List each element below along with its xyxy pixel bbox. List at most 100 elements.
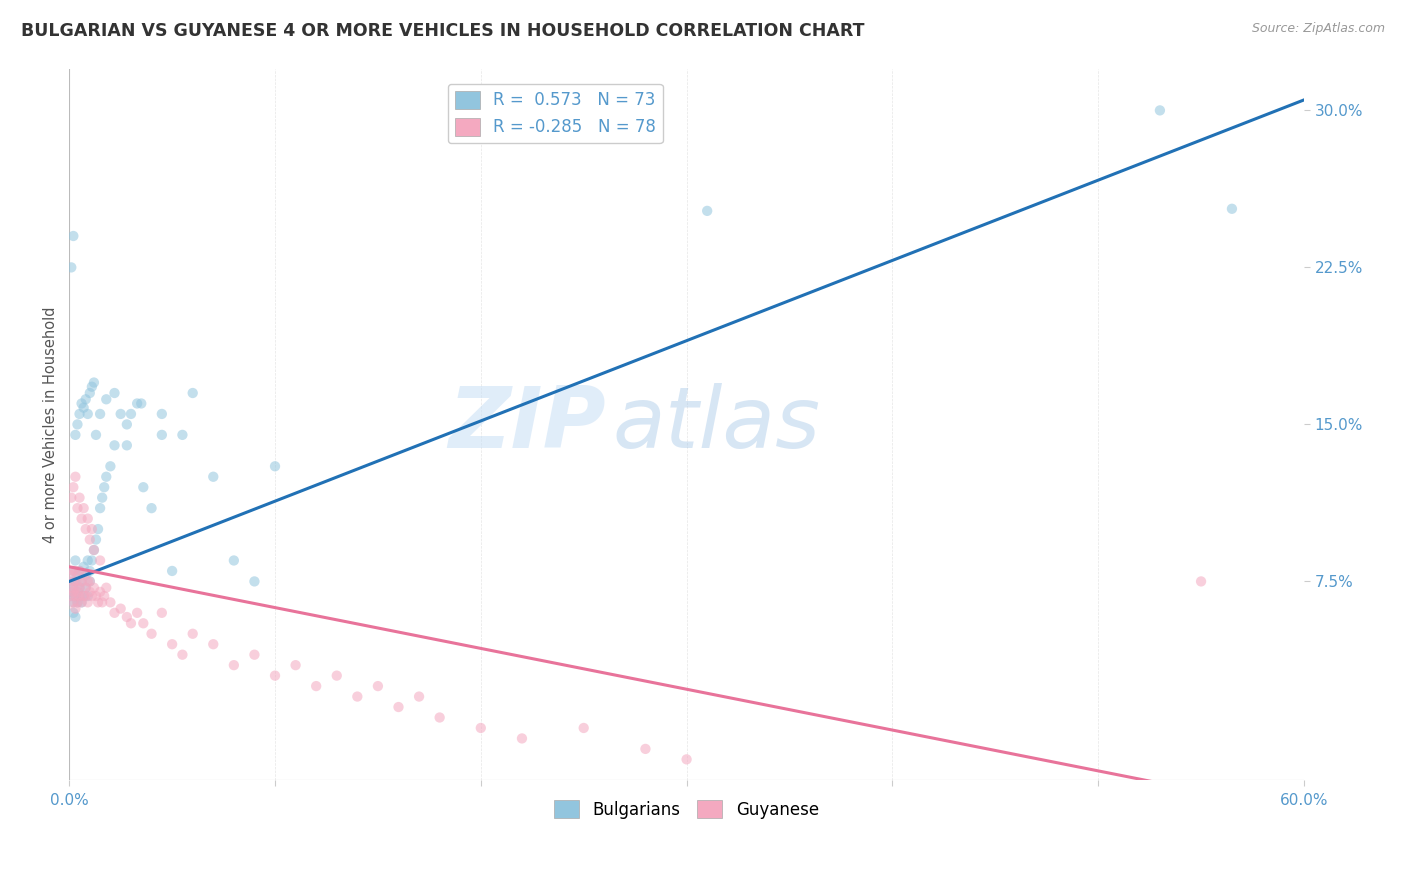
Point	[83, 543, 105, 558]
Point	[100, 459, 122, 474]
Point	[66, 417, 89, 432]
Point	[79, 564, 101, 578]
Point	[65, 589, 87, 603]
Point	[65, 601, 87, 615]
Point	[1149, 103, 1171, 118]
Text: ZIP: ZIP	[449, 383, 606, 466]
Point	[1220, 202, 1243, 216]
Point	[346, 690, 368, 704]
Point	[60, 574, 83, 589]
Point	[91, 491, 114, 505]
Point	[1189, 574, 1212, 589]
Point	[62, 574, 84, 589]
Point	[60, 260, 83, 275]
Point	[69, 581, 91, 595]
Point	[150, 606, 173, 620]
Point	[60, 568, 83, 582]
Point	[93, 589, 115, 603]
Point	[72, 401, 94, 415]
Point	[70, 574, 93, 589]
Point	[84, 533, 107, 547]
Point	[70, 396, 93, 410]
Point	[83, 543, 105, 558]
Point	[429, 710, 451, 724]
Point	[69, 589, 91, 603]
Point	[696, 203, 718, 218]
Point	[79, 574, 101, 589]
Point	[150, 407, 173, 421]
Point	[222, 658, 245, 673]
Point	[70, 595, 93, 609]
Point	[87, 595, 110, 609]
Point	[110, 407, 132, 421]
Point	[470, 721, 492, 735]
Point	[115, 610, 138, 624]
Point	[69, 581, 91, 595]
Point	[66, 585, 89, 599]
Point	[181, 626, 204, 640]
Point	[150, 428, 173, 442]
Point	[75, 581, 97, 595]
Point	[80, 589, 103, 603]
Point	[75, 392, 97, 407]
Point	[66, 595, 89, 609]
Point	[79, 574, 101, 589]
Point	[408, 690, 430, 704]
Point	[103, 386, 125, 401]
Point	[75, 568, 97, 582]
Point	[69, 491, 91, 505]
Point	[127, 396, 149, 410]
Point	[120, 616, 142, 631]
Point	[243, 574, 266, 589]
Point	[65, 564, 87, 578]
Text: atlas: atlas	[613, 383, 821, 466]
Point	[80, 553, 103, 567]
Point	[60, 589, 83, 603]
Point	[76, 553, 98, 567]
Point	[62, 564, 84, 578]
Point	[65, 610, 87, 624]
Point	[115, 417, 138, 432]
Point	[84, 589, 107, 603]
Point	[83, 581, 105, 595]
Point	[100, 595, 122, 609]
Point	[89, 585, 111, 599]
Point	[103, 438, 125, 452]
Point	[89, 407, 111, 421]
Point	[60, 581, 83, 595]
Point	[66, 595, 89, 609]
Point	[65, 574, 87, 589]
Point	[66, 568, 89, 582]
Point	[66, 574, 89, 589]
Point	[75, 581, 97, 595]
Point	[89, 501, 111, 516]
Point	[243, 648, 266, 662]
Point	[62, 606, 84, 620]
Point	[79, 386, 101, 401]
Point	[70, 574, 93, 589]
Point	[69, 407, 91, 421]
Point	[72, 589, 94, 603]
Point	[65, 581, 87, 595]
Point	[62, 595, 84, 609]
Point	[80, 522, 103, 536]
Point	[76, 407, 98, 421]
Point	[305, 679, 328, 693]
Point	[387, 700, 409, 714]
Point	[76, 574, 98, 589]
Point	[69, 589, 91, 603]
Point	[70, 511, 93, 525]
Text: BULGARIAN VS GUYANESE 4 OR MORE VEHICLES IN HOUSEHOLD CORRELATION CHART: BULGARIAN VS GUYANESE 4 OR MORE VEHICLES…	[21, 22, 865, 40]
Point	[62, 595, 84, 609]
Point	[264, 459, 287, 474]
Point	[132, 616, 155, 631]
Point	[72, 568, 94, 582]
Point	[572, 721, 595, 735]
Point	[84, 428, 107, 442]
Point	[127, 606, 149, 620]
Point	[120, 407, 142, 421]
Point	[222, 553, 245, 567]
Point	[80, 380, 103, 394]
Point	[96, 392, 118, 407]
Point	[326, 668, 349, 682]
